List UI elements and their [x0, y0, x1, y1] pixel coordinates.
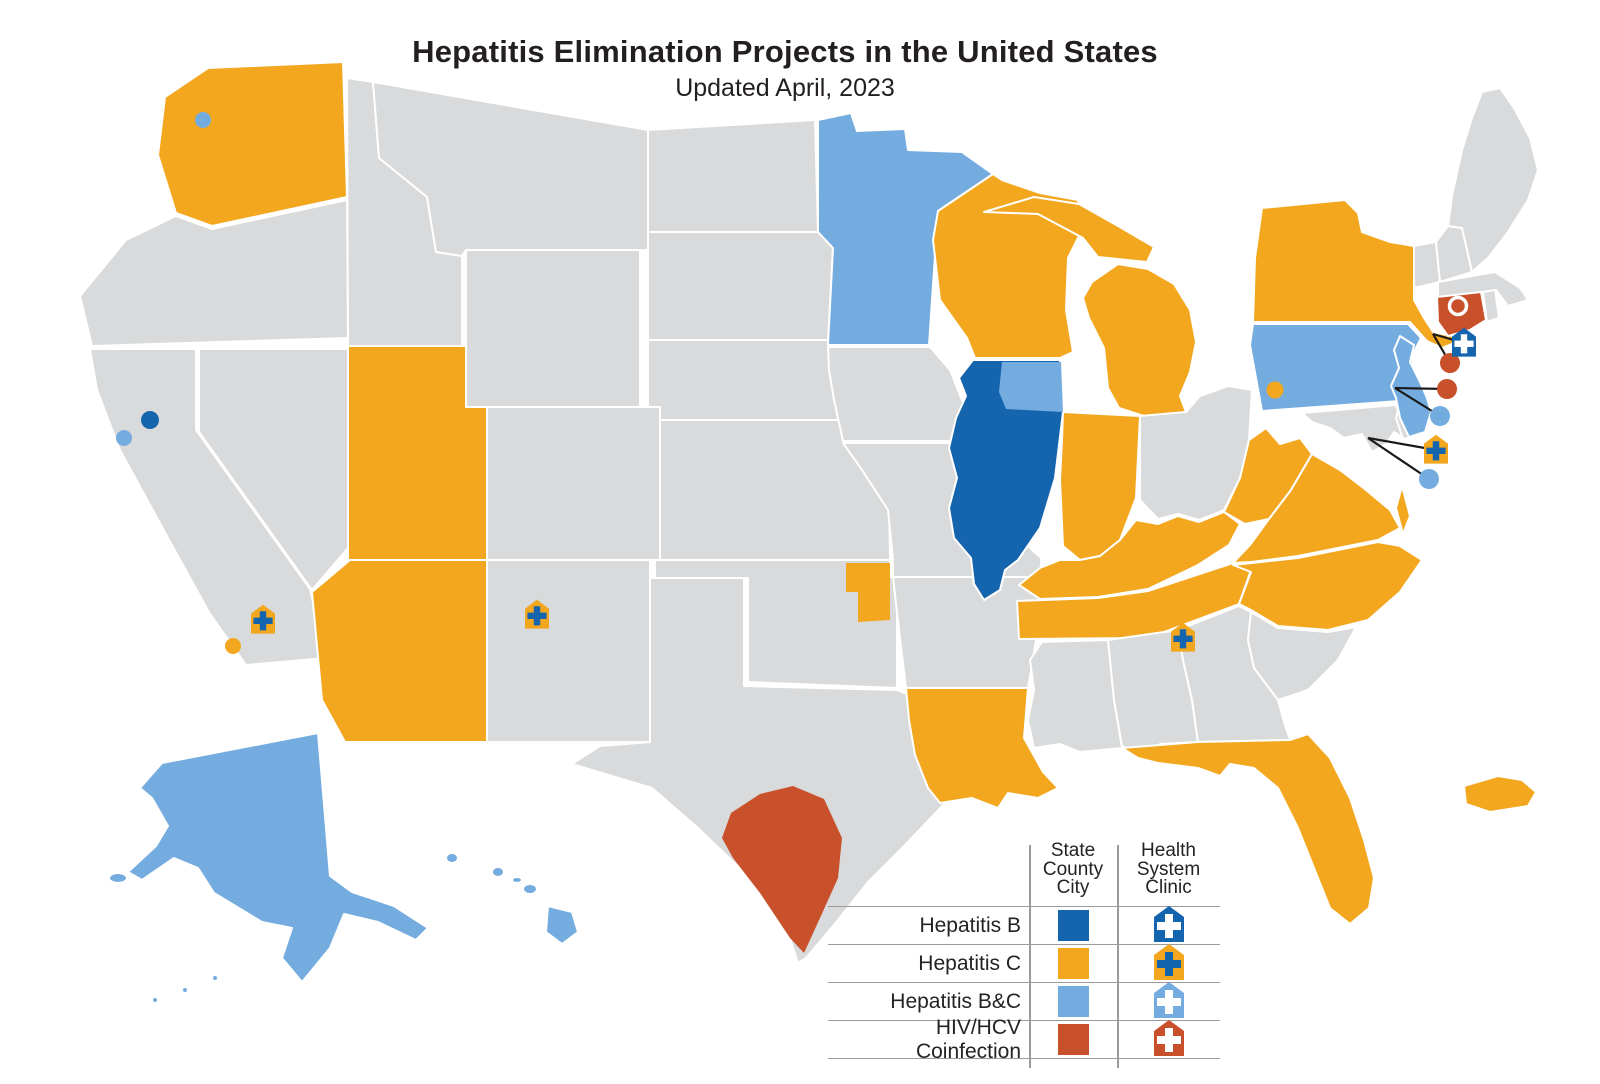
territory-puerto-rico — [1463, 775, 1537, 813]
clinic-icon-legend-hepatitis-bc — [1153, 981, 1184, 1018]
city-dot-seattle — [195, 112, 211, 128]
legend-divider — [1029, 845, 1031, 1068]
state-kentucky — [1018, 511, 1241, 600]
legend-swatch-hepatitis-bc — [1057, 986, 1089, 1017]
clinic-icon-legend-hepatitis-c — [1153, 943, 1184, 980]
city-dot-san-francisco — [116, 430, 132, 446]
state-oregon — [79, 199, 349, 347]
state-texas — [571, 577, 964, 964]
state-washington — [157, 61, 348, 227]
state-hawaii-oahu — [491, 866, 505, 878]
state-maryland — [1301, 404, 1407, 453]
state-alaska-island — [108, 872, 128, 884]
state-wisconsin — [932, 173, 1084, 359]
clinic-cross-icon — [253, 611, 273, 631]
legend-row-hepatitis-bc: Hepatitis B&C — [828, 981, 1220, 1020]
state-wyoming — [465, 249, 641, 408]
state-alaska — [127, 732, 429, 983]
city-dot-sacramento — [141, 411, 159, 429]
legend-swatch-hiv-hcv — [1057, 1024, 1089, 1055]
city-dot-philadelphia-blue — [1430, 406, 1450, 426]
legend-row-hiv-hcv-coinfection: HIV/HCV Coinfection — [828, 1016, 1220, 1063]
state-utah — [347, 345, 488, 561]
legend-label: Hepatitis C — [918, 951, 1021, 975]
state-north-dakota — [647, 119, 819, 233]
legend-row-hepatitis-b: Hepatitis B — [828, 905, 1220, 944]
state-louisiana — [905, 687, 1059, 809]
state-south-dakota — [647, 231, 834, 341]
state-alaska-aleutian — [181, 986, 189, 994]
region-northern-illinois — [999, 362, 1063, 412]
state-michigan-upper — [983, 196, 1155, 263]
state-colorado — [486, 406, 661, 561]
legend-label: Hepatitis B — [919, 913, 1021, 937]
state-georgia — [1177, 605, 1291, 743]
clinic-icon-legend-hiv-hcv — [1153, 1019, 1184, 1056]
state-michigan-lower — [1082, 263, 1197, 417]
state-new-york — [1252, 199, 1472, 349]
state-nevada — [198, 348, 349, 591]
states-layer — [79, 61, 1539, 1004]
city-dot-san-diego — [225, 638, 241, 654]
state-virginia-eastern-shore — [1395, 485, 1411, 535]
city-ring-connecticut — [1447, 295, 1469, 317]
legend: State County City Health System Clinic H… — [828, 834, 1220, 1068]
legend-rows: Hepatitis B Hepatitis C Hepatitis B&C HI… — [828, 905, 1220, 1063]
legend-swatch-hepatitis-b — [1057, 910, 1089, 941]
state-mississippi — [1027, 639, 1123, 753]
city-dot-nyc-red — [1440, 353, 1460, 373]
page-subtitle: Updated April, 2023 — [675, 74, 895, 102]
legend-row-hepatitis-c: Hepatitis C — [828, 943, 1220, 982]
region-cherokee-nation-oklahoma — [846, 563, 890, 622]
state-rhode-island — [1482, 289, 1500, 323]
leader-line — [1367, 437, 1430, 480]
state-south-carolina — [1247, 611, 1357, 701]
legend-header-clinic-type: Health System Clinic — [1136, 840, 1201, 898]
state-new-mexico — [486, 559, 651, 743]
legend-divider — [1117, 845, 1119, 1068]
clinic-cross-icon — [1173, 629, 1193, 649]
state-maine — [1447, 87, 1539, 273]
state-alaska-aleutian — [151, 996, 159, 1004]
legend-header-area-type: State County City — [1042, 840, 1104, 898]
state-iowa — [827, 346, 968, 442]
state-hawaii-molokai — [511, 876, 523, 884]
clinic-cross-icon — [527, 606, 547, 626]
state-north-carolina — [1232, 541, 1423, 631]
clinic-icon-legend-hepatitis-b — [1153, 905, 1184, 942]
legend-label: Hepatitis B&C — [890, 989, 1021, 1013]
state-arizona — [311, 559, 488, 743]
state-hawaii-big-island — [545, 905, 579, 945]
legend-label: HIV/HCV Coinfection — [915, 1015, 1021, 1063]
markers-layer — [116, 112, 1476, 654]
state-alaska-aleutian — [211, 974, 219, 982]
state-hawaii-maui — [522, 883, 538, 895]
page-title: Hepatitis Elimination Projects in the Un… — [412, 34, 1158, 69]
city-dot-dc-blue — [1419, 469, 1439, 489]
legend-swatch-hepatitis-c — [1057, 948, 1089, 979]
clinic-cross-icon — [1426, 441, 1446, 461]
region-south-texas — [722, 786, 842, 953]
city-dot-philadelphia-red — [1437, 379, 1457, 399]
state-florida — [1121, 733, 1375, 925]
state-new-jersey — [1390, 335, 1432, 438]
state-hawaii-kauai — [445, 852, 459, 864]
clinic-cross-icon — [1454, 334, 1474, 354]
state-virginia — [1232, 453, 1401, 564]
city-dot-pittsburgh — [1266, 381, 1284, 399]
state-illinois — [948, 359, 1064, 601]
